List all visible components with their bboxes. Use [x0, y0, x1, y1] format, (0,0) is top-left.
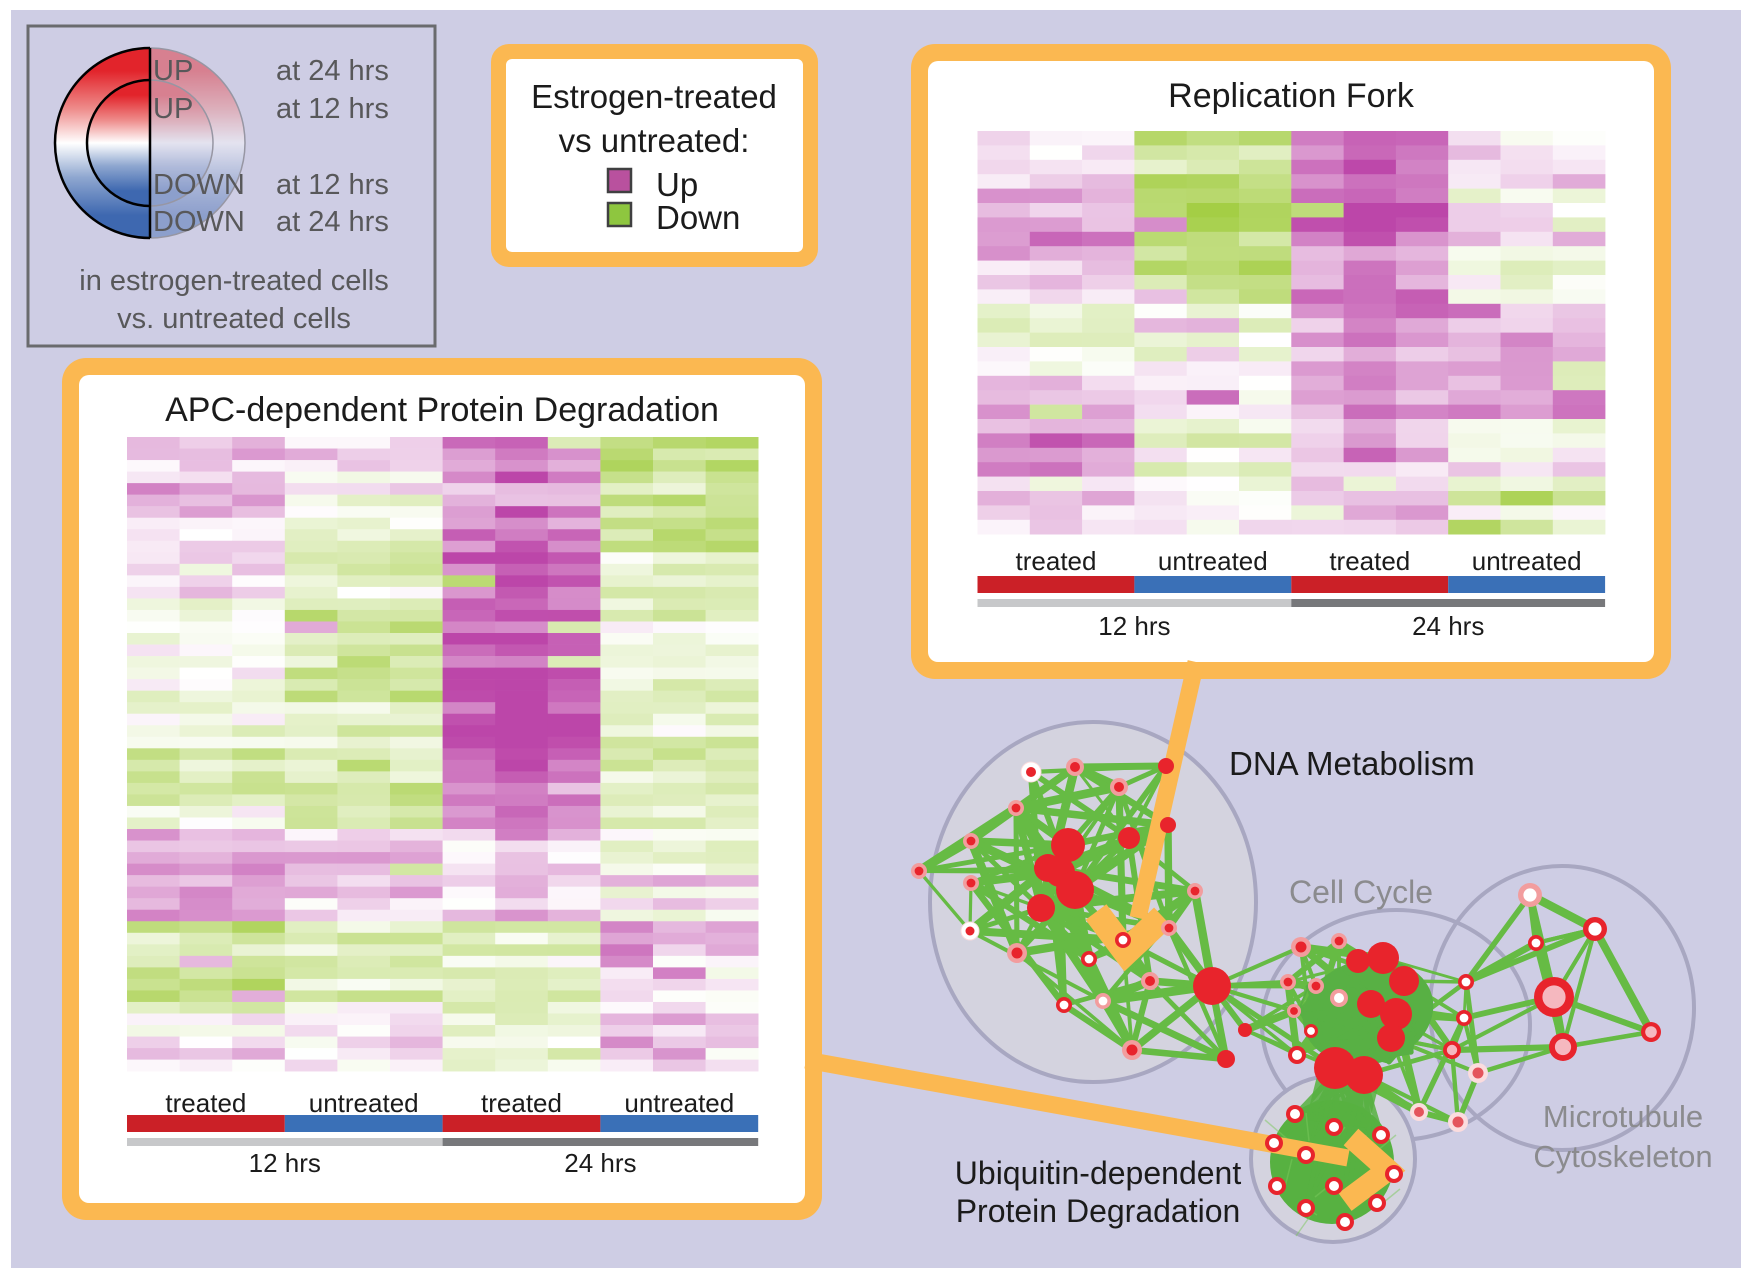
svg-text:untreated: untreated [309, 1088, 419, 1118]
svg-text:at 24 hrs: at 24 hrs [276, 206, 389, 238]
svg-text:12 hrs: 12 hrs [1098, 611, 1170, 641]
svg-text:Ubiquitin-dependent: Ubiquitin-dependent [955, 1155, 1242, 1191]
svg-text:at 12 hrs: at 12 hrs [276, 169, 389, 201]
svg-text:UP: UP [153, 93, 193, 125]
svg-text:APC-dependent Protein Degradat: APC-dependent Protein Degradation [165, 391, 719, 429]
svg-text:untreated: untreated [624, 1088, 734, 1118]
svg-text:12 hrs: 12 hrs [249, 1148, 321, 1178]
svg-text:24 hrs: 24 hrs [1412, 611, 1484, 641]
svg-text:Down: Down [656, 199, 740, 236]
svg-text:Estrogen-treated: Estrogen-treated [531, 78, 777, 115]
svg-text:Cytoskeleton: Cytoskeleton [1533, 1139, 1712, 1174]
svg-text:DOWN: DOWN [153, 169, 245, 201]
svg-text:Microtubule: Microtubule [1543, 1099, 1703, 1134]
svg-text:DNA Metabolism: DNA Metabolism [1229, 745, 1475, 782]
svg-text:untreated: untreated [1472, 546, 1582, 576]
svg-text:treated: treated [1329, 546, 1410, 576]
svg-text:Up: Up [656, 166, 698, 203]
svg-text:UP: UP [153, 55, 193, 87]
svg-text:DOWN: DOWN [153, 206, 245, 238]
svg-text:treated: treated [1016, 546, 1097, 576]
svg-text:vs. untreated cells: vs. untreated cells [117, 303, 351, 335]
svg-text:Protein Degradation: Protein Degradation [956, 1193, 1241, 1229]
svg-text:untreated: untreated [1158, 546, 1268, 576]
svg-text:vs untreated:: vs untreated: [559, 122, 750, 159]
svg-text:treated: treated [165, 1088, 246, 1118]
svg-text:in estrogen-treated cells: in estrogen-treated cells [79, 265, 389, 297]
svg-text:at 12 hrs: at 12 hrs [276, 93, 389, 125]
svg-text:Cell Cycle: Cell Cycle [1289, 874, 1433, 910]
svg-text:24 hrs: 24 hrs [564, 1148, 636, 1178]
svg-text:Replication Fork: Replication Fork [1168, 77, 1415, 115]
svg-text:treated: treated [481, 1088, 562, 1118]
svg-text:at 24 hrs: at 24 hrs [276, 55, 389, 87]
